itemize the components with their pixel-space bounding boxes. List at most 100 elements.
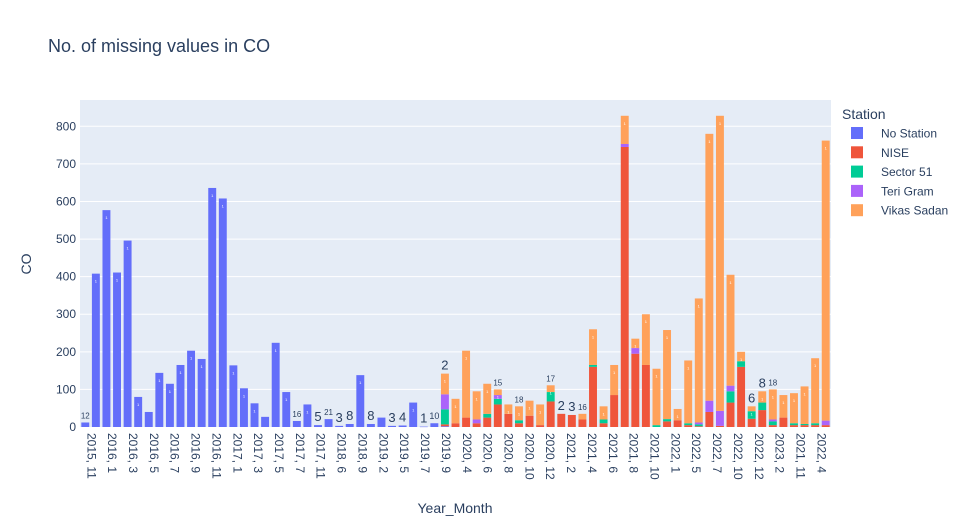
x-tick-label: 2022, 10 <box>731 433 745 480</box>
x-tick-label: 2020, 8 <box>501 433 515 473</box>
bar-inner-label: 1 <box>518 411 521 416</box>
legend-swatch <box>851 146 863 159</box>
bar-segment <box>694 422 703 425</box>
x-tick-label: 2021, 8 <box>627 433 641 473</box>
y-tick-label: 200 <box>56 345 76 359</box>
bar-segment <box>483 413 492 418</box>
bar-segment <box>493 404 502 427</box>
y-tick-label: 500 <box>56 232 76 246</box>
legend-swatch <box>851 165 863 178</box>
bar-segment <box>694 426 703 427</box>
bar-value-label: 21 <box>324 408 333 417</box>
bar-segment <box>483 417 492 427</box>
x-tick-label: 2023, 2 <box>773 433 787 473</box>
bar-inner-label: 1 <box>550 390 553 395</box>
bar-segment <box>567 414 576 427</box>
bar-inner-label: 1 <box>465 356 468 361</box>
bar-segment <box>134 396 143 427</box>
bar-inner-label: 1 <box>126 246 129 251</box>
x-tick-label: 2019, 7 <box>418 433 432 473</box>
bar-segment <box>176 364 185 427</box>
bar-segment <box>546 401 555 427</box>
x-tick-label: 2016, 5 <box>147 433 161 473</box>
bar-segment <box>578 419 587 427</box>
bar-segment <box>81 422 90 427</box>
bar-segment <box>525 400 534 416</box>
bar-inner-label: 1 <box>232 370 235 375</box>
bar-inner-label: 1 <box>243 393 246 398</box>
bar-segment <box>536 425 545 427</box>
bar-inner-label: 1 <box>719 121 722 126</box>
bar-segment <box>631 348 640 354</box>
bar-inner-label: 1 <box>222 203 225 208</box>
bars <box>81 115 830 428</box>
bar-segment <box>440 409 449 425</box>
bar-value-label: 17 <box>546 374 555 383</box>
bar-segment <box>546 385 555 393</box>
legend-item: Sector 51 <box>881 165 933 179</box>
bar-segment <box>589 364 597 367</box>
bar-segment <box>768 421 777 426</box>
bar-inner-label: 1 <box>253 408 256 413</box>
bar-segment <box>673 408 682 421</box>
legend-item: NISE <box>881 146 909 160</box>
bar-segment <box>715 425 724 427</box>
bar-segment <box>684 425 693 427</box>
bar-segment <box>821 425 830 427</box>
bar-segment <box>514 406 523 421</box>
bar-segment <box>599 423 608 427</box>
bar-segment <box>705 133 714 401</box>
bar-segment <box>472 423 481 427</box>
bar-inner-label: 1 <box>201 364 204 369</box>
bar-inner-label: 1 <box>507 409 510 414</box>
bar-segment <box>758 402 767 411</box>
bar-inner-label: 1 <box>772 394 775 399</box>
x-tick-label: 2016, 11 <box>209 433 223 479</box>
bar-inner-label: 1 <box>454 404 457 409</box>
bar-inner-label: 1 <box>761 396 764 401</box>
x-tick-label: 2017, 3 <box>251 433 265 473</box>
bar-segment <box>440 394 449 410</box>
x-tick-label: 2019, 5 <box>397 433 411 473</box>
bar-segment <box>800 423 809 426</box>
bar-segment <box>409 402 418 427</box>
bar-inner-label: 1 <box>814 363 817 368</box>
bar-segment <box>514 420 523 424</box>
bar-segment <box>250 403 259 427</box>
bar-value-label: 15 <box>493 378 502 387</box>
bar-value-label: 4 <box>399 409 406 424</box>
bar-inner-label: 1 <box>687 365 690 370</box>
bar-segment <box>91 273 100 427</box>
x-tick-label: 2019, 2 <box>376 433 390 473</box>
bar-segment <box>641 314 650 365</box>
x-tick-label: 2016, 1 <box>105 433 119 473</box>
bar-segment <box>684 360 693 424</box>
bar-segment <box>779 417 788 427</box>
legend-item: Teri Gram <box>881 184 934 198</box>
x-tick-label: 2021, 2 <box>564 433 578 473</box>
x-tick-label: 2021, 11 <box>794 433 808 479</box>
bar-segment <box>123 240 132 427</box>
bar-segment <box>811 423 820 426</box>
bar-segment <box>684 423 693 426</box>
legend-item: No Station <box>881 127 937 141</box>
y-axis-title: CO <box>18 253 34 274</box>
bar-segment <box>335 425 344 427</box>
bar-segment <box>144 411 153 427</box>
bar-segment <box>493 398 502 405</box>
bar-segment <box>726 385 735 392</box>
bar-segment <box>462 350 471 418</box>
legend-swatch <box>851 204 863 217</box>
bar-segment <box>462 417 471 427</box>
bar-segment <box>451 398 460 424</box>
bar-inner-label: 1 <box>645 319 648 324</box>
bar-inner-label: 1 <box>137 402 140 407</box>
x-tick-label: 2022, 5 <box>689 433 703 473</box>
bar-segment <box>790 393 798 424</box>
bar-segment <box>525 415 534 427</box>
bar-inner-label: 1 <box>634 344 637 349</box>
x-tick-label: 2020, 6 <box>481 433 495 473</box>
bar-value-label: 8 <box>346 408 353 423</box>
bar-inner-label: 1 <box>95 279 98 284</box>
